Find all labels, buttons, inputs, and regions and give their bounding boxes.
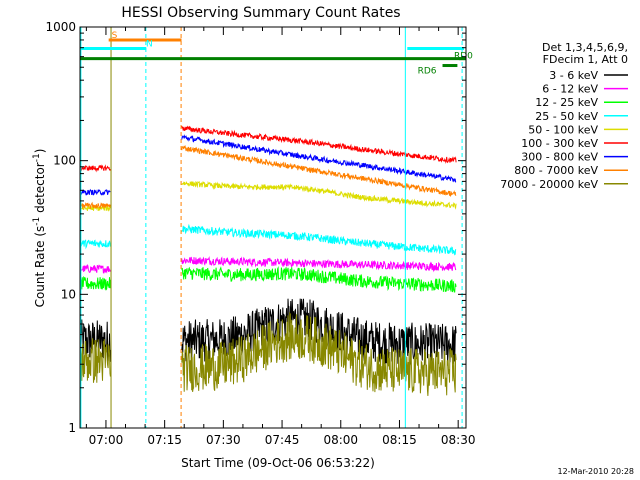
series-line bbox=[181, 311, 457, 396]
x-axis-label: Start Time (09-Oct-06 06:53:22) bbox=[181, 456, 375, 470]
legend-label: 7000 - 20000 keV bbox=[500, 178, 598, 191]
chart-title: HESSI Observing Summary Count Rates bbox=[121, 5, 400, 21]
timestamp: 12-Mar-2010 20:28 bbox=[557, 467, 635, 476]
legend-label: 50 - 100 keV bbox=[528, 123, 598, 136]
series-layer bbox=[79, 125, 457, 396]
legend-header-line-2: FDecim 1, Att 0 bbox=[543, 53, 628, 66]
series-line bbox=[79, 201, 111, 210]
y-axis-label-main: Count Rate (s bbox=[33, 226, 47, 308]
series-line bbox=[181, 144, 457, 198]
legend-label: 3 - 6 keV bbox=[549, 69, 598, 82]
flag-label: RD6 bbox=[418, 67, 437, 77]
x-tick-label: 08:15 bbox=[382, 433, 417, 447]
legend-label: 100 - 300 keV bbox=[521, 137, 598, 150]
legend-label: 25 - 50 keV bbox=[535, 110, 598, 123]
x-tick-label: 07:45 bbox=[265, 433, 300, 447]
series-line bbox=[181, 125, 457, 164]
series-line bbox=[79, 275, 111, 291]
legend-label: 800 - 7000 keV bbox=[514, 164, 598, 177]
series-line bbox=[181, 256, 457, 273]
series-line bbox=[181, 223, 457, 256]
series-line bbox=[79, 338, 111, 383]
x-tick-label: 07:15 bbox=[147, 433, 182, 447]
axis-layer: 07:00 07:15 07:30 07:45 08:00 08:15 08:30 1 10 10… bbox=[45, 20, 475, 447]
series-line bbox=[181, 265, 457, 293]
y-axis-label-sup2: -1 bbox=[32, 153, 42, 162]
legend: Det 1,3,4,5,6,9, FDecim 1, Att 0 3 - 6 k… bbox=[500, 41, 628, 191]
series-line bbox=[79, 188, 111, 196]
y-tick-label: 1000 bbox=[45, 20, 76, 34]
x-tick-label: 07:30 bbox=[206, 433, 241, 447]
flag-label: N bbox=[146, 40, 153, 50]
x-tick-label: 08:00 bbox=[323, 433, 358, 447]
series-line bbox=[79, 164, 111, 173]
y-axis-label-sup1: -1 bbox=[32, 217, 42, 226]
series-line bbox=[181, 180, 457, 210]
series-line bbox=[79, 263, 111, 274]
legend-label: 12 - 25 keV bbox=[535, 96, 598, 109]
legend-header-line-1: Det 1,3,4,5,6,9, bbox=[542, 41, 628, 54]
y-tick-label: 1 bbox=[68, 421, 76, 435]
y-tick-label: 10 bbox=[61, 287, 76, 301]
x-tick-label: 07:00 bbox=[89, 433, 124, 447]
legend-label: 6 - 12 keV bbox=[542, 83, 598, 96]
series-line bbox=[181, 134, 457, 183]
series-line bbox=[79, 239, 111, 250]
y-tick-label: 100 bbox=[53, 154, 76, 168]
y-axis-label: Count Rate (s-1 detector-1) bbox=[32, 149, 47, 308]
x-tick-label: 08:30 bbox=[441, 433, 476, 447]
flag-label: S bbox=[112, 31, 118, 41]
plot-frame bbox=[79, 26, 467, 429]
y-axis-label-mid: detector bbox=[33, 162, 47, 217]
y-axis-label-end: ) bbox=[33, 149, 47, 154]
legend-label: 300 - 800 keV bbox=[521, 151, 598, 164]
